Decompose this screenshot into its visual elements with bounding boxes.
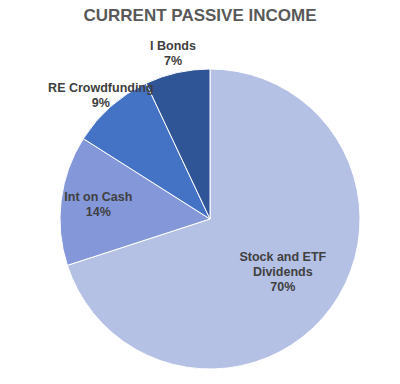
svg-text:RE Crowdfunding9%: RE Crowdfunding9% [48,81,154,110]
svg-text:I Bonds7%: I Bonds7% [150,39,196,68]
svg-text:Int on Cash14%: Int on Cash14% [64,190,132,219]
html-text:CURRENT PASSIVE INCOME: CURRENT PASSIVE INCOME [83,6,317,25]
svg-text:Stock and ETFDividends70%: Stock and ETFDividends70% [239,250,326,294]
